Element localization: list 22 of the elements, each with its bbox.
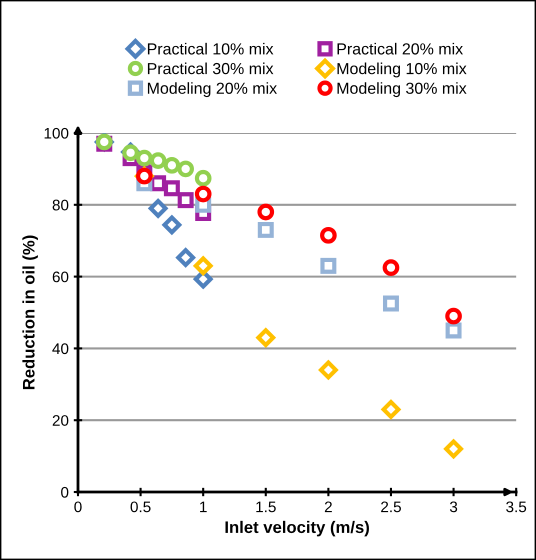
- x-tick-label: 2.5: [381, 501, 401, 512]
- legend-label: Modeling 10% mix: [338, 62, 467, 78]
- y-tick-label: 60: [52, 271, 68, 282]
- legend-label: Practical 20% mix: [338, 42, 463, 55]
- y-tick-label: 0: [61, 486, 68, 498]
- legend-label: Practical 30% mix: [148, 62, 274, 74]
- x-tick-label: 0: [74, 501, 82, 512]
- y-axis-title: Reduction in oil (%): [22, 236, 38, 390]
- y-tick-label: 80: [52, 200, 68, 210]
- y-tick-label: 20: [52, 415, 68, 426]
- y-tick-label: 100: [44, 128, 68, 139]
- y-tick-label: 40: [52, 343, 68, 354]
- x-tick-label: 3.5: [506, 501, 526, 512]
- legend-label: Modeling 30% mix: [338, 82, 467, 98]
- legend-label: Practical 10% mix: [148, 42, 274, 55]
- x-tick-label: 1.5: [256, 502, 276, 512]
- x-tick-label: 1: [200, 502, 207, 512]
- x-tick-label: 3: [450, 501, 458, 512]
- legend-label: Modeling 20% mix: [148, 82, 277, 98]
- x-axis-title: Inlet velocity (m/s): [225, 520, 369, 536]
- x-tick-label: 0.5: [130, 501, 151, 512]
- x-tick-label: 2: [324, 501, 332, 512]
